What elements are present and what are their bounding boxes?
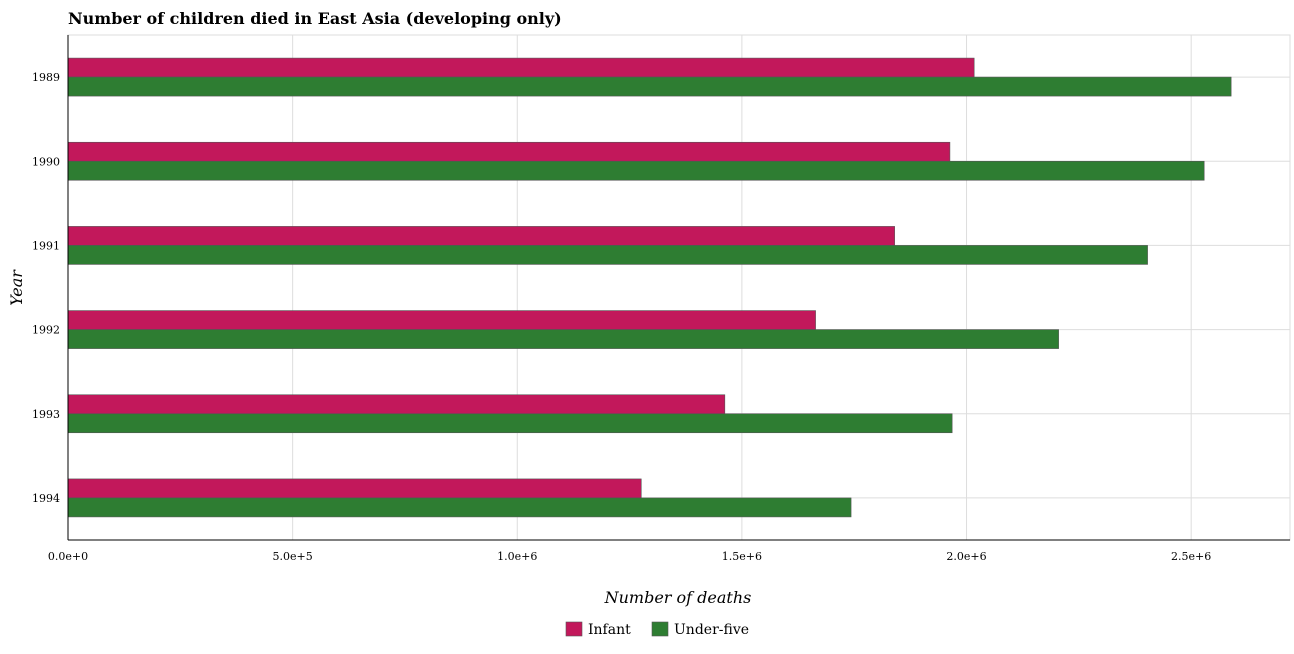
x-axis-label: Number of deaths (604, 588, 752, 607)
legend-swatch-under-five (651, 621, 669, 637)
legend-swatch-infant (565, 621, 583, 637)
chart-title: Number of children died in East Asia (de… (68, 9, 562, 28)
y-tick-label: 1994 (32, 492, 60, 505)
x-tick-label: 1.5e+6 (722, 550, 762, 563)
bar-infant-1992 (67, 310, 816, 330)
bar-infant-1994 (67, 478, 642, 499)
y-tick-label: 1989 (32, 71, 60, 84)
bars (67, 57, 1232, 518)
x-tick-label: 5.0e+5 (273, 550, 313, 563)
x-tick-label: 2.0e+6 (946, 550, 986, 563)
plot-frame (67, 34, 1291, 541)
y-axis-label: Year (7, 269, 26, 306)
x-tick-label: 2.5e+6 (1171, 550, 1211, 563)
axes: 0.0e+0 5.0e+5 1.0e+6 1.5e+6 2.0e+6 2.5e+6 1989… (32, 35, 1290, 563)
legend: Infant Under-five (565, 621, 749, 638)
y-tick-label: 1992 (32, 324, 60, 337)
y-tick-label: 1990 (32, 155, 60, 168)
bar-infant-1990 (67, 141, 951, 162)
bar-under-five-1994 (67, 497, 852, 518)
bar-under-five-1990 (67, 160, 1205, 181)
x-tick-label: 1.0e+6 (497, 550, 537, 563)
bar-under-five-1993 (67, 413, 953, 434)
x-tick-label: 0.0e+0 (48, 550, 88, 563)
y-tick-label: 1993 (32, 408, 60, 421)
grid (67, 34, 1291, 541)
bar-under-five-1991 (67, 245, 1148, 265)
legend-label-infant: Infant (588, 622, 631, 638)
y-tick-label: 1991 (32, 239, 60, 252)
bar-under-five-1992 (67, 329, 1059, 349)
legend-label-under-five: Under-five (674, 622, 749, 638)
bar-under-five-1989 (67, 76, 1232, 97)
bar-infant-1993 (67, 394, 726, 415)
bar-infant-1991 (67, 226, 895, 246)
bar-infant-1989 (67, 57, 975, 78)
